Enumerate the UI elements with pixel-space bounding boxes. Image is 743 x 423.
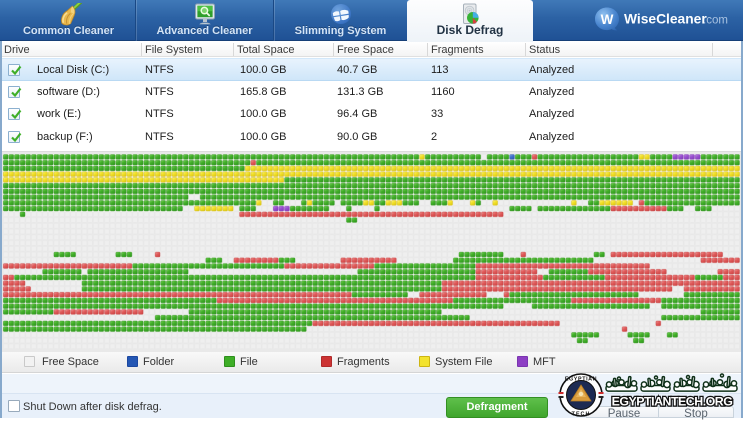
svg-text:.com: .com	[703, 15, 728, 27]
svg-text:EGYPTIAN: EGYPTIAN	[565, 377, 597, 383]
svg-text:WiseCleaner: WiseCleaner	[624, 12, 707, 27]
svg-text:EGYPTIANTECH.ORG: EGYPTIANTECH.ORG	[612, 395, 733, 409]
svg-text:TECH: TECH	[572, 411, 591, 417]
svg-text:W: W	[601, 12, 614, 27]
